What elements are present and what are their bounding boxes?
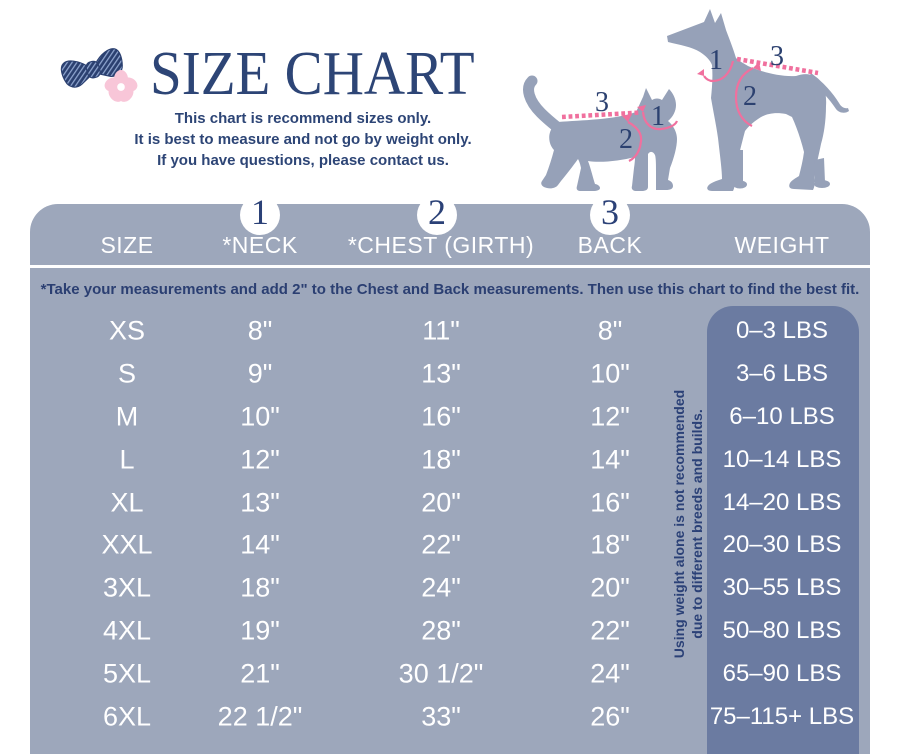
svg-text:2: 2 — [743, 81, 757, 112]
svg-text:3: 3 — [595, 87, 609, 118]
svg-text:1: 1 — [651, 101, 665, 132]
svg-text:2: 2 — [619, 124, 633, 155]
svg-text:3: 3 — [770, 41, 784, 72]
svg-text:1: 1 — [709, 45, 723, 76]
